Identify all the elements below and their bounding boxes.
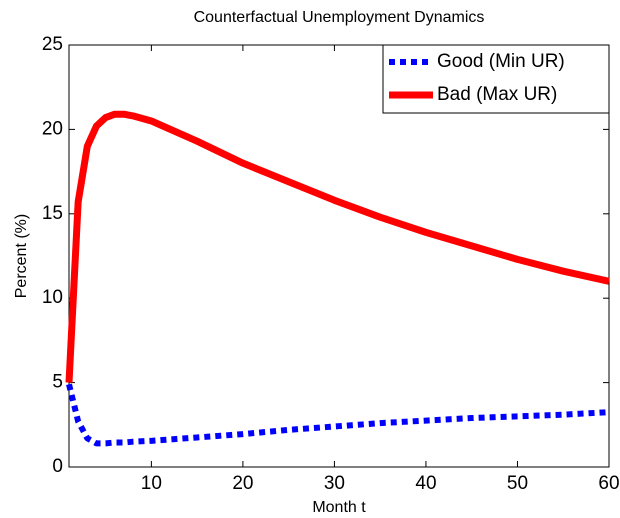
x-tick-label: 60 xyxy=(598,473,619,494)
plot-frame xyxy=(68,44,610,468)
y-tick-label: 5 xyxy=(52,372,63,393)
x-tick-label: 50 xyxy=(507,473,528,494)
y-tick-label: 15 xyxy=(42,203,63,224)
y-tick-label: 20 xyxy=(42,118,63,139)
y-tick-label: 10 xyxy=(42,287,63,308)
x-axis-label: Month t xyxy=(312,499,366,516)
legend-box xyxy=(382,44,610,114)
y-tick-label: 25 xyxy=(42,34,63,55)
y-tick-label: 0 xyxy=(52,456,63,477)
series-line xyxy=(66,383,610,447)
x-tick-label: 10 xyxy=(141,473,162,494)
series-line xyxy=(65,110,610,383)
legend-label: Bad (Max UR) xyxy=(437,84,557,105)
x-tick-label: 30 xyxy=(324,473,345,494)
chart-title: Counterfactual Unemployment Dynamics xyxy=(194,9,485,26)
x-tick-label: 20 xyxy=(232,473,253,494)
x-tick-label: 40 xyxy=(415,473,436,494)
legend-label: Good (Min UR) xyxy=(437,51,565,72)
y-axis-label: Percent (%) xyxy=(13,214,30,298)
